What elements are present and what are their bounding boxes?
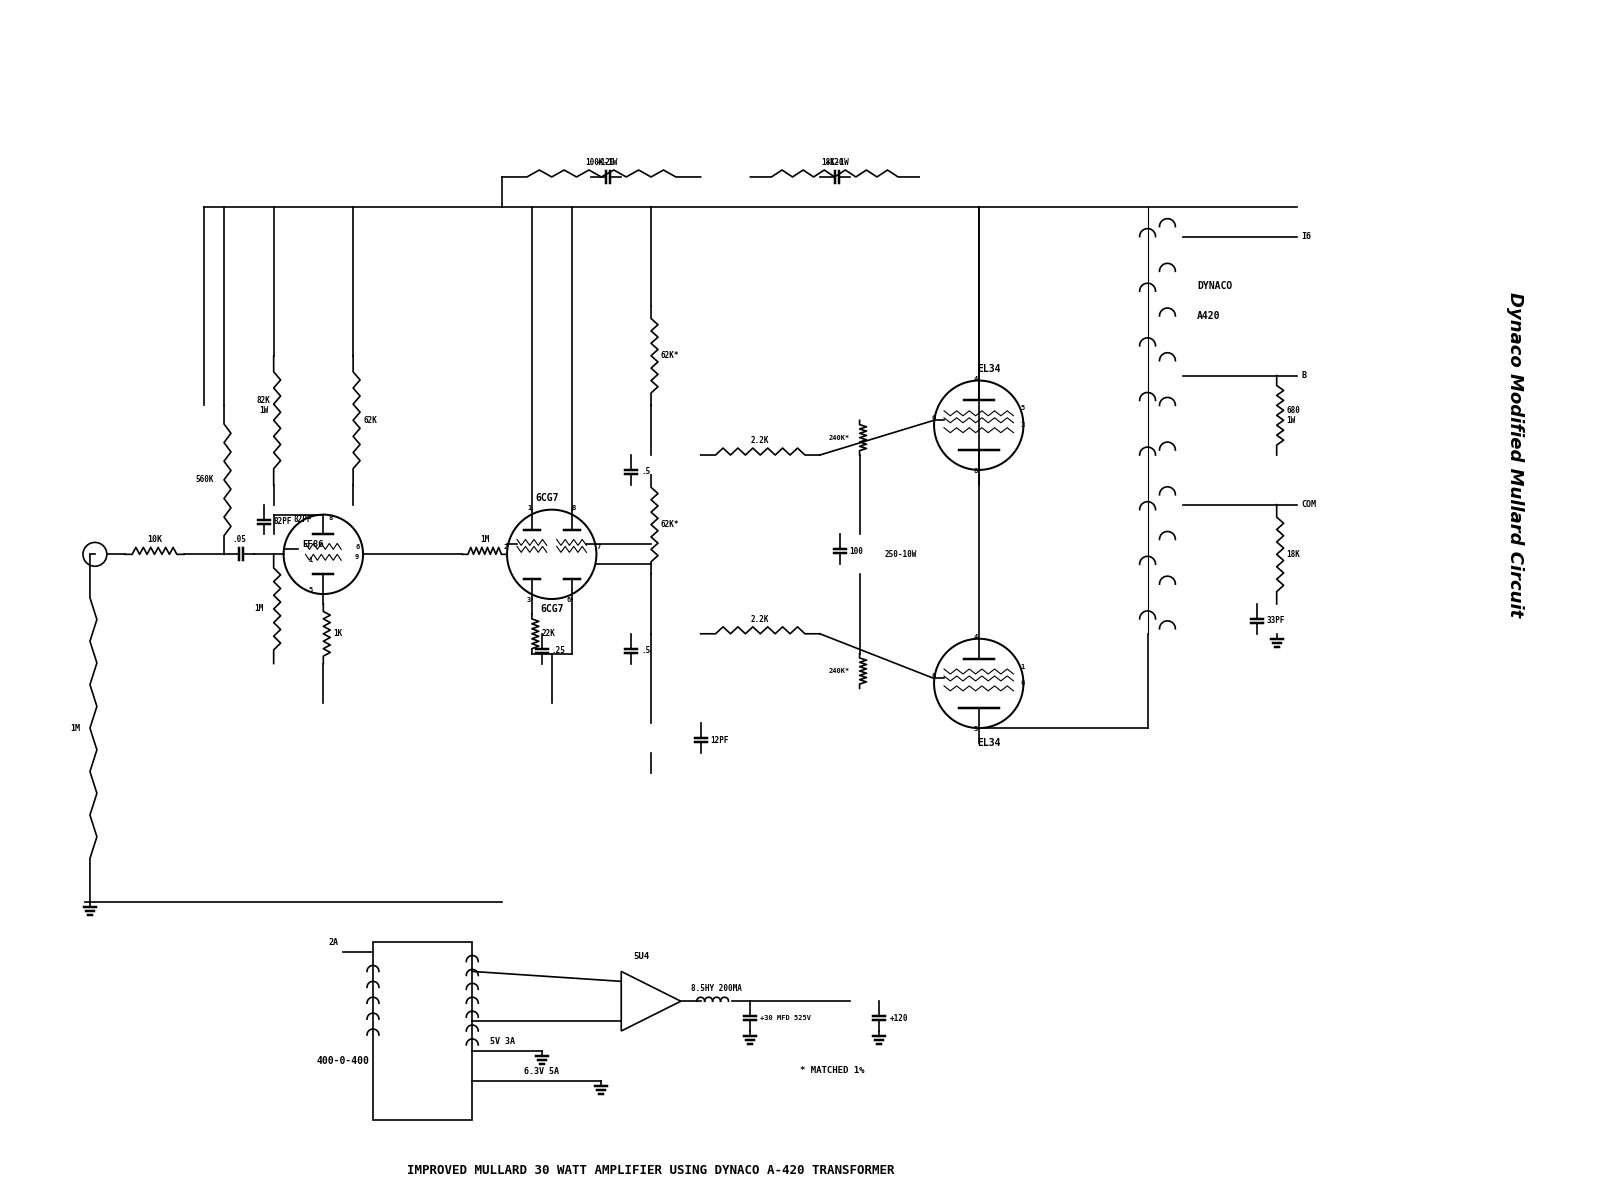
Text: 12PF: 12PF — [710, 736, 730, 744]
Text: 1: 1 — [309, 557, 312, 563]
Text: EL34: EL34 — [978, 738, 1000, 748]
Text: 6CG7: 6CG7 — [534, 492, 558, 503]
Text: 2.2K: 2.2K — [750, 436, 770, 445]
Text: 240K*: 240K* — [829, 668, 850, 674]
Text: 2.2K: 2.2K — [750, 615, 770, 624]
Text: 9: 9 — [355, 554, 360, 560]
Text: 6CG7: 6CG7 — [539, 604, 563, 614]
Text: 6.3V 5A: 6.3V 5A — [525, 1067, 560, 1075]
Text: 62K*: 62K* — [661, 352, 680, 360]
Text: 3: 3 — [974, 726, 978, 732]
Text: 4: 4 — [974, 376, 978, 382]
Text: 3: 3 — [526, 597, 531, 603]
Text: 240K*: 240K* — [829, 435, 850, 441]
Text: 1: 1 — [526, 504, 531, 510]
Text: 10K: 10K — [147, 536, 162, 544]
Text: 6: 6 — [931, 673, 936, 679]
Text: 33PF: 33PF — [1267, 616, 1285, 625]
Text: I6: I6 — [1301, 232, 1312, 241]
Text: IMPROVED MULLARD 30 WATT AMPLIFIER USING DYNACO A-420 TRANSFORMER: IMPROVED MULLARD 30 WATT AMPLIFIER USING… — [408, 1163, 894, 1176]
Text: 82K
1W: 82K 1W — [258, 396, 270, 415]
Text: .25: .25 — [552, 647, 566, 655]
Text: 250-10W: 250-10W — [885, 550, 917, 559]
Text: 7: 7 — [597, 544, 600, 550]
Text: +120: +120 — [890, 1014, 907, 1022]
Text: 18K: 18K — [1286, 550, 1301, 559]
Text: 62K*: 62K* — [661, 520, 680, 529]
Text: DYNACO: DYNACO — [1197, 282, 1232, 291]
Text: 6: 6 — [355, 544, 360, 550]
Text: 400-0-400: 400-0-400 — [317, 1056, 370, 1066]
Text: 560K: 560K — [195, 476, 214, 484]
Text: EL34: EL34 — [978, 364, 1000, 373]
Text: +120: +120 — [597, 158, 616, 167]
Text: 8: 8 — [328, 514, 333, 520]
Text: 8: 8 — [571, 504, 576, 510]
Text: 22K: 22K — [542, 630, 555, 638]
Text: 18K-1W: 18K-1W — [821, 158, 848, 167]
Text: 1M: 1M — [254, 604, 264, 614]
Text: 100: 100 — [850, 547, 864, 556]
Text: 62K: 62K — [363, 415, 378, 425]
Text: 1: 1 — [1021, 663, 1024, 669]
Text: 2: 2 — [504, 544, 509, 550]
Text: COM: COM — [1301, 500, 1317, 509]
Bar — [373, 942, 472, 1121]
Text: Dynaco Modified Mullard Circuit: Dynaco Modified Mullard Circuit — [1506, 293, 1525, 618]
Text: .5: .5 — [642, 467, 650, 477]
Text: 5: 5 — [309, 588, 312, 594]
Text: 6: 6 — [931, 415, 936, 421]
Text: 4: 4 — [974, 633, 978, 639]
Text: 8.5HY 200MA: 8.5HY 200MA — [691, 985, 742, 993]
Text: 5: 5 — [1021, 406, 1024, 412]
Text: 6: 6 — [566, 597, 571, 603]
Text: B: B — [1301, 371, 1307, 380]
Text: +120: +120 — [826, 158, 845, 167]
Text: 3: 3 — [1021, 423, 1024, 429]
Text: 1K: 1K — [333, 630, 342, 638]
Text: .5: .5 — [642, 647, 650, 655]
Text: 100K-1W: 100K-1W — [586, 158, 618, 167]
Text: * MATCHED 1%: * MATCHED 1% — [800, 1067, 864, 1075]
Text: 5U4: 5U4 — [634, 952, 650, 962]
Text: 1M: 1M — [480, 536, 490, 544]
Text: EF86: EF86 — [302, 539, 325, 549]
Text: 2A: 2A — [328, 938, 338, 946]
Text: 82PF: 82PF — [274, 517, 293, 526]
Text: .05: .05 — [232, 536, 246, 544]
Text: 1M: 1M — [70, 724, 80, 732]
Text: 8: 8 — [974, 468, 978, 474]
Text: 6: 6 — [1021, 680, 1024, 686]
Text: 5V 3A: 5V 3A — [490, 1037, 515, 1046]
Text: A420: A420 — [1197, 311, 1221, 321]
Text: 82PF: 82PF — [293, 515, 312, 524]
Text: +30 MFD 525V: +30 MFD 525V — [760, 1015, 811, 1021]
Text: 680
1W: 680 1W — [1286, 406, 1301, 425]
